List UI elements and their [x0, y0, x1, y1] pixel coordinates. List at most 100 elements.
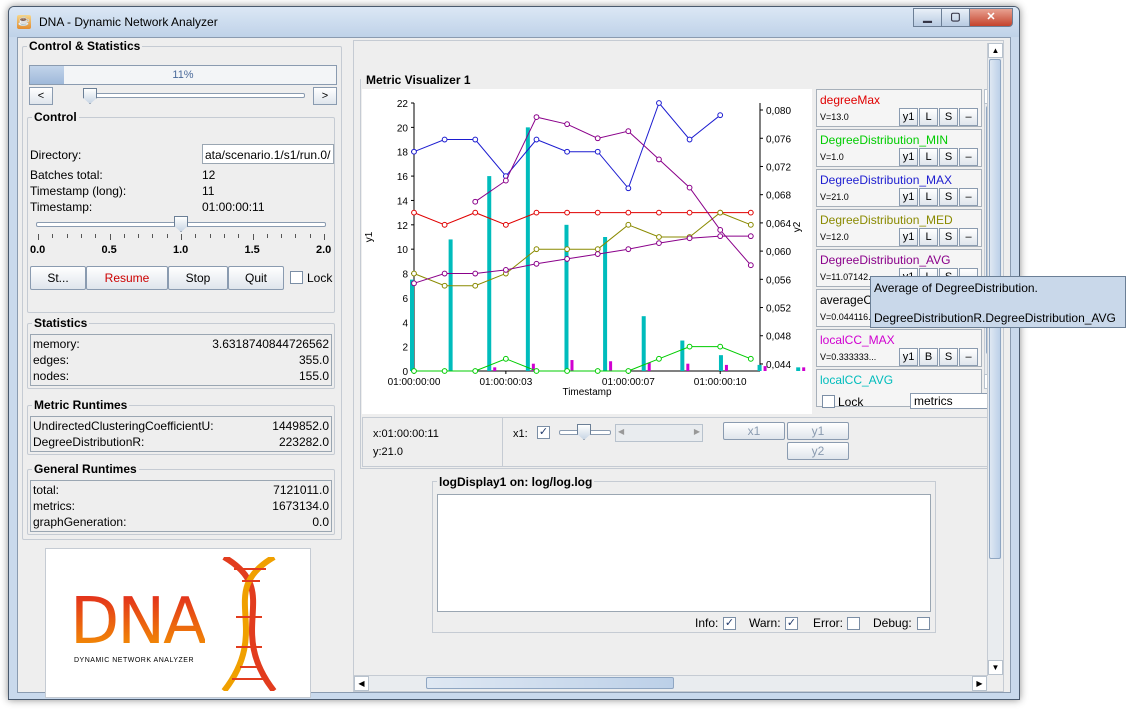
y1-tick-label: 2 [402, 343, 408, 354]
readout-box: x:01:00:00:11 y:21.0 [363, 418, 503, 466]
metric-option-button[interactable]: L [919, 108, 938, 126]
scroll-left-icon[interactable]: ◀ [618, 427, 625, 436]
maximize-button[interactable]: ▢ [941, 8, 969, 27]
stop-button[interactable]: Stop [168, 266, 228, 290]
metric-option-button[interactable]: L [919, 148, 938, 166]
metric-lock-checkbox[interactable] [822, 395, 835, 408]
main-scroll-up[interactable]: ▲ [988, 43, 1003, 58]
metric-option-button[interactable]: y1 [899, 228, 918, 246]
metric-item[interactable]: degreeMax V=13.0 y1 L S – [816, 89, 982, 127]
speed-slider-thumb[interactable] [174, 216, 188, 232]
x1-slider-thumb[interactable] [577, 424, 591, 440]
main-horizontal-scrollbar[interactable]: ◀ ▶ [354, 675, 988, 691]
statistic-value: 355.0 [298, 353, 329, 367]
speed-tick [223, 234, 225, 238]
scroll-left-button[interactable]: < [29, 87, 53, 105]
main-scroll-down[interactable]: ▼ [988, 660, 1003, 675]
start-button[interactable]: St... [30, 266, 86, 290]
log-panel: logDisplay1 on: log/log.log Info: ✓ Warn… [432, 475, 936, 633]
batch-scrollbar[interactable]: < > [29, 87, 337, 105]
log-text-area[interactable] [437, 494, 931, 612]
scroll-right-icon[interactable]: ▶ [693, 427, 700, 436]
lock-checkbox[interactable] [290, 271, 303, 284]
batch-slider-thumb[interactable] [83, 88, 97, 104]
quit-button[interactable]: Quit [228, 266, 284, 290]
x1-button[interactable]: x1 [723, 422, 785, 440]
point-DegreeDistribution_MED [656, 234, 662, 240]
speed-tick [281, 234, 283, 238]
debug-checkbox[interactable] [917, 617, 930, 630]
metric-value: V=0.333333... [820, 352, 877, 362]
metric-option-button[interactable]: – [959, 228, 978, 246]
metric-option-button[interactable]: S [939, 148, 958, 166]
error-checkbox[interactable] [847, 617, 860, 630]
speed-tick [238, 234, 240, 238]
metric-option-button[interactable]: S [939, 348, 958, 366]
title-bar[interactable]: ☕ DNA - Dynamic Network Analyzer ▁ ▢ ✕ [9, 7, 1019, 37]
metric-option-button[interactable]: – [959, 108, 978, 126]
y1-button[interactable]: y1 [787, 422, 849, 440]
bar-localCC_AVG [757, 364, 762, 371]
minimize-button[interactable]: ▁ [913, 8, 941, 27]
metric-item[interactable]: DegreeDistribution_MIN V=1.0 y1 L S – [816, 129, 982, 167]
metric-option-button[interactable]: y1 [899, 348, 918, 366]
metric-plot[interactable]: 0 2 4 6 8 10 12 14 16 18 20 22 0,044 0,048 0,052 0,056 0… [362, 89, 844, 414]
line-degreeMax [413, 212, 751, 226]
speed-tick [152, 234, 154, 238]
batch-slider-track[interactable] [85, 93, 305, 98]
bar-localCC_MAX [493, 367, 497, 371]
metric-option-button[interactable]: y1 [899, 188, 918, 206]
info-checkbox[interactable]: ✓ [723, 617, 736, 630]
readout-y: y:21.0 [373, 446, 403, 458]
warn-checkbox[interactable]: ✓ [785, 617, 798, 630]
point-degreeMax [656, 209, 662, 216]
metric-option-button[interactable]: – [959, 348, 978, 366]
metrics-select[interactable]: metrics ▼ [910, 393, 998, 409]
metric-option-button[interactable]: y1 [899, 148, 918, 166]
metric-option-button[interactable]: L [919, 228, 938, 246]
x-tick-label: 01:00:00:00 [388, 377, 441, 388]
point-DegreeDistribution_MIN [625, 368, 632, 374]
metric-option-button[interactable]: – [959, 188, 978, 206]
metric-option-button[interactable]: – [959, 148, 978, 166]
chart-svg[interactable]: 0 2 4 6 8 10 12 14 16 18 20 22 0,044 0,048 0,052 0,056 0… [362, 89, 844, 414]
metric-value: V=1.0 [820, 152, 844, 162]
metric-item[interactable]: DegreeDistribution_MED V=12.0 y1 L S – [816, 209, 982, 247]
point-DegreeDistribution_MIN [472, 368, 479, 374]
metric-item[interactable]: localCC_MAX V=0.333333... y1 B S – [816, 329, 982, 367]
speed-tick [95, 234, 97, 238]
point-DegreeDistribution_MIN [441, 368, 448, 374]
statistic-label: nodes: [33, 369, 70, 383]
statistic-value: 3.6318740844726562 [212, 337, 329, 351]
metric-option-button[interactable]: L [919, 188, 938, 206]
main-scroll-right[interactable]: ▶ [972, 676, 987, 691]
y2-button[interactable]: y2 [787, 442, 849, 460]
scroll-right-button[interactable]: > [313, 87, 337, 105]
right-panel: Metric Visualizer 1 0 2 4 6 8 10 12 14 16 18 20 22 0… [353, 40, 1004, 692]
point-DegreeDistribution_AVG [564, 256, 570, 262]
statistic-label: memory: [33, 337, 80, 351]
metric-name: DegreeDistribution_MIN [820, 133, 949, 147]
metric-option-button[interactable]: S [939, 108, 958, 126]
main-hscroll-thumb[interactable] [426, 677, 674, 689]
metric-option-button[interactable]: B [919, 348, 938, 366]
metric-tooltip: Average of DegreeDistribution. DegreeDis… [870, 276, 1126, 328]
point-DegreeDistribution_AVG [594, 251, 601, 257]
resume-button[interactable]: Resume [86, 266, 168, 290]
y2-tick-label: 0,044 [766, 360, 791, 371]
close-button[interactable]: ✕ [969, 8, 1013, 27]
logo-subtitle: DYNAMIC NETWORK ANALYZER [74, 657, 194, 664]
bar-localCC_AVG [525, 127, 530, 371]
main-scroll-left[interactable]: ◀ [354, 676, 369, 691]
directory-field[interactable]: ata/scenario.1/s1/run.0/ [202, 144, 334, 164]
metric-value: V=0.044116... [820, 312, 876, 322]
metric-option-button[interactable]: S [939, 228, 958, 246]
point-DegreeDistribution_MED [533, 246, 540, 253]
metric-item[interactable]: DegreeDistribution_MAX V=21.0 y1 L S – [816, 169, 982, 207]
x-scrollbar[interactable]: ◀ ▶ [615, 424, 703, 442]
main-vertical-scrollbar[interactable]: ▲ ▼ [987, 43, 1003, 675]
metric-option-button[interactable]: S [939, 188, 958, 206]
metric-option-button[interactable]: y1 [899, 108, 918, 126]
point-averageCC [686, 184, 693, 191]
x1-checkbox[interactable]: ✓ [537, 426, 550, 439]
